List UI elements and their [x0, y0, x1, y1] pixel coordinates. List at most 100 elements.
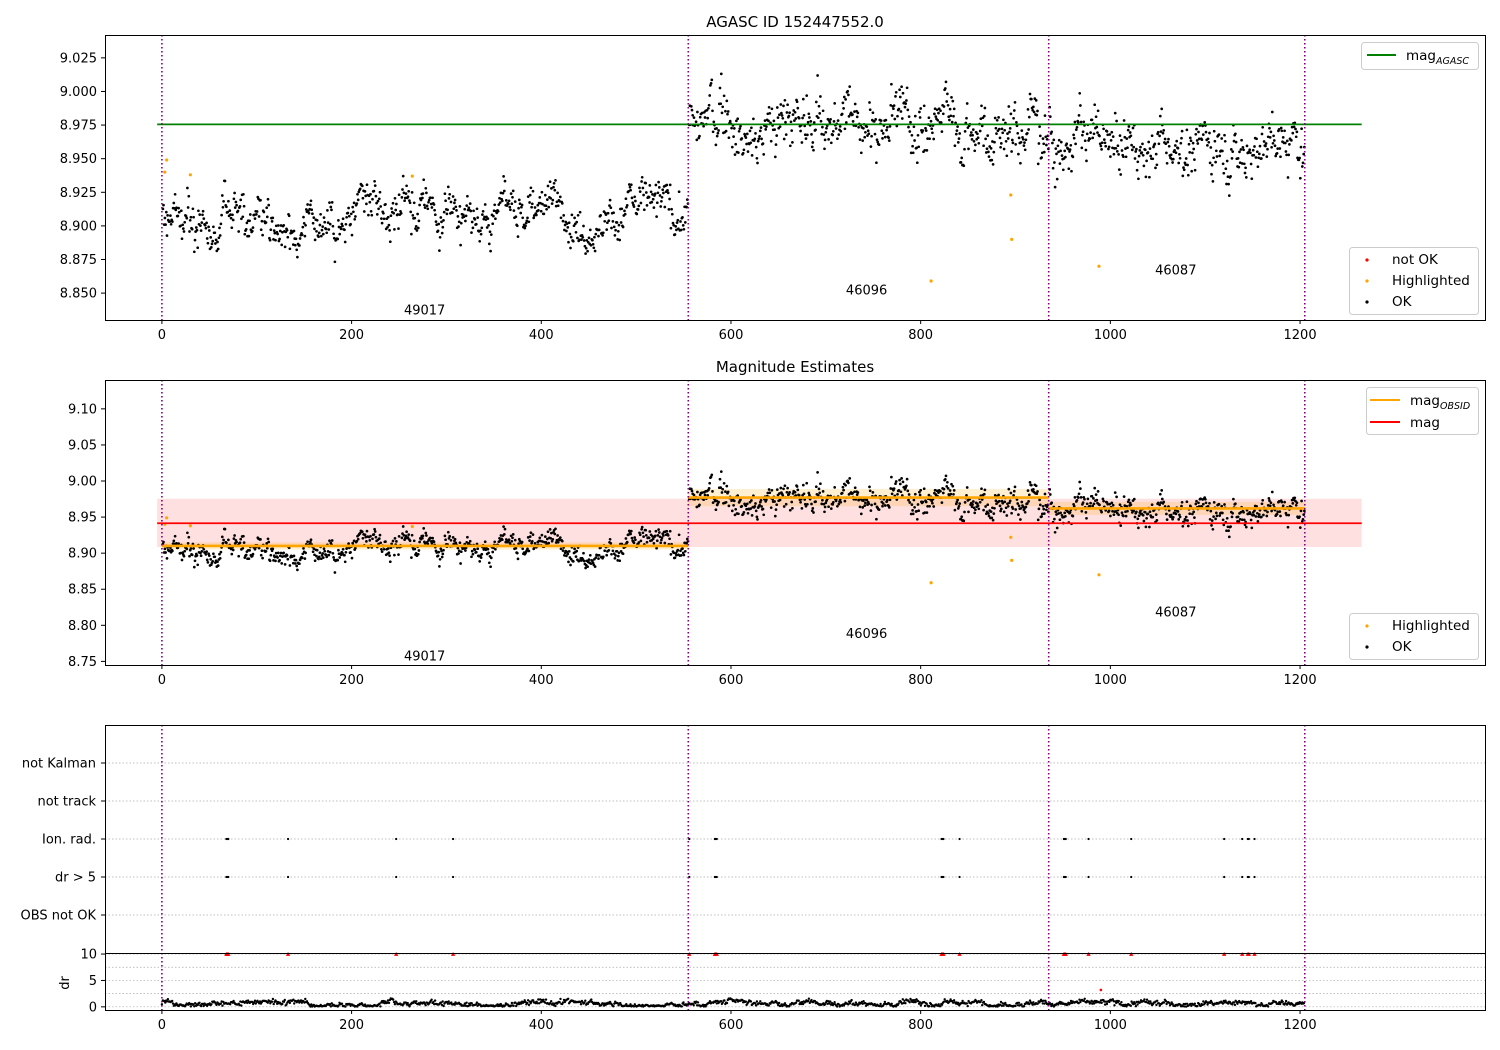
- magest-ok-point: [746, 511, 750, 515]
- agasc-ok-point: [1015, 120, 1018, 124]
- agasc-legend-top: magAGASC: [1361, 42, 1479, 70]
- agasc-ok-point: [223, 179, 227, 183]
- agasc-ok-point: [306, 203, 309, 206]
- agasc-ok-point: [1208, 161, 1212, 165]
- magest-ok-point: [1262, 513, 1265, 517]
- agasc-ok-point: [775, 134, 779, 137]
- agasc-ok-point: [1184, 157, 1188, 160]
- agasc-ok-point: [953, 144, 957, 148]
- agasc-ok-point: [1053, 185, 1057, 189]
- agasc-ok-point: [1162, 129, 1166, 132]
- agasc-ok-point: [1014, 143, 1018, 146]
- agasc-ok-point: [538, 196, 542, 199]
- dr-point: [442, 1004, 445, 1008]
- agasc-ok-point: [989, 147, 993, 150]
- agasc-ok-point: [750, 154, 754, 157]
- dr-point: [1136, 1003, 1139, 1006]
- magest-ok-point: [248, 549, 251, 552]
- agasc-ok-point: [221, 205, 225, 209]
- agasc-ok-point: [1057, 150, 1060, 154]
- agasc-ok-point: [907, 125, 910, 129]
- agasc-ok-point: [1111, 135, 1115, 138]
- magest-ok-point: [561, 549, 565, 552]
- agasc-ok-point: [552, 185, 555, 189]
- magest-ok-point: [1244, 525, 1248, 529]
- magest-ok-point: [862, 499, 865, 503]
- agasc-ok-point: [786, 103, 789, 107]
- magest-ok-point: [1194, 502, 1198, 506]
- agasc-ok-point: [928, 137, 931, 141]
- agasc-ok-point: [583, 244, 587, 248]
- agasc-ok-point: [312, 216, 316, 219]
- agasc-ok-point: [1069, 143, 1073, 147]
- agasc-ok-point: [1270, 110, 1274, 114]
- magest-ok-point: [384, 540, 387, 543]
- magest-ok-point: [1110, 501, 1114, 505]
- agasc-ok-point: [1103, 141, 1107, 145]
- agasc-ok-point: [724, 109, 727, 113]
- agasc-ok-point: [372, 189, 376, 193]
- agasc-ok-point: [937, 111, 940, 115]
- agasc-ok-point: [489, 233, 493, 236]
- agasc-ok-point: [1022, 144, 1026, 147]
- agasc-ok-point: [431, 196, 434, 200]
- agasc-ok-point: [568, 232, 572, 236]
- magest-xtick-label: 200: [339, 673, 364, 688]
- agasc-ok-point: [619, 221, 623, 224]
- agasc-ok-point: [234, 200, 238, 204]
- dr-point: [777, 1001, 781, 1005]
- magest-ok-point: [601, 555, 605, 559]
- agasc-ok-point: [1190, 169, 1194, 173]
- dr-point: [1068, 1002, 1072, 1005]
- agasc-ok-point: [727, 136, 731, 140]
- magest-ok-point: [1122, 495, 1126, 498]
- agasc-ok-point: [841, 101, 845, 105]
- magest-ok-point: [837, 502, 841, 506]
- magest-ok-point: [466, 535, 469, 539]
- agasc-ok-point: [1173, 144, 1177, 147]
- agasc-ok-point: [1016, 131, 1020, 135]
- magest-ok-point: [491, 550, 495, 554]
- dr-point: [767, 1004, 770, 1007]
- magest-ok-point: [1155, 519, 1159, 522]
- agasc-ok-point: [907, 115, 911, 118]
- dr-point: [240, 1004, 243, 1007]
- magest-ok-point: [1214, 511, 1218, 515]
- agasc-ok-point: [1240, 138, 1243, 142]
- agasc-ok-point: [222, 199, 225, 203]
- magest-ok-point: [890, 492, 894, 496]
- agasc-ok-point: [1175, 139, 1179, 143]
- agasc-ok-point: [753, 137, 757, 141]
- agasc-ok-point: [1270, 145, 1273, 149]
- agasc-ok-point: [533, 206, 537, 209]
- agasc-ok-point: [665, 183, 669, 187]
- magest-ok-point: [216, 560, 219, 564]
- agasc-ok-point: [358, 187, 362, 191]
- agasc-ok-point: [1041, 137, 1045, 140]
- agasc-ok-point: [802, 113, 806, 117]
- agasc-ok-point: [836, 137, 839, 141]
- magest-ok-point: [309, 538, 313, 542]
- magest-ok-point: [722, 481, 726, 485]
- magest-ok-point: [1038, 503, 1042, 507]
- magest-ok-point: [1270, 509, 1273, 513]
- agasc-ok-point: [499, 191, 503, 195]
- agasc-ok-point: [963, 147, 966, 151]
- agasc-ok-point: [266, 197, 270, 201]
- magest-ok-point: [1303, 509, 1306, 513]
- magest-ok-point: [702, 498, 705, 502]
- dr-point: [310, 1003, 313, 1006]
- dr-point: [901, 998, 904, 1001]
- agasc-ok-point: [901, 91, 905, 95]
- dr-point: [590, 998, 593, 1001]
- agasc-ok-point: [512, 209, 516, 212]
- agasc-ok-point: [302, 221, 306, 225]
- agasc-ok-point: [375, 213, 379, 216]
- agasc-ok-point: [407, 189, 411, 193]
- agasc-ok-point: [511, 195, 514, 199]
- dr-point: [446, 1002, 450, 1005]
- agasc-ok-point: [778, 113, 781, 117]
- magest-ok-point: [408, 539, 412, 543]
- agasc-ok-point: [803, 133, 807, 137]
- agasc-ok-point: [554, 204, 558, 208]
